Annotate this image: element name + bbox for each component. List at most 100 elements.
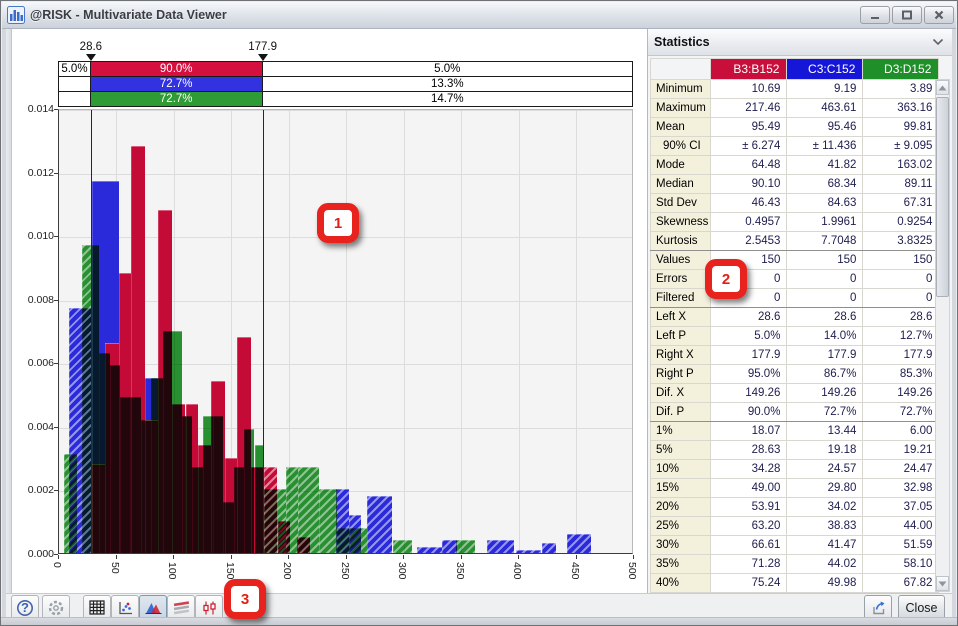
stat-value-col1: 217.46 [710, 98, 788, 118]
column-header-B3:B152[interactable]: B3:B152 [710, 58, 788, 80]
stat-value-col2: 68.34 [786, 174, 864, 194]
svg-text:?: ? [21, 600, 29, 615]
title-bar[interactable]: @RISK - Multivariate Data Viewer [2, 2, 956, 29]
splitter-strip[interactable] [6, 29, 12, 593]
stat-value-col1: 46.43 [710, 193, 788, 213]
window-frame [1, 617, 957, 625]
stats-row-25%: 25% 63.20 38.83 44.00 [649, 516, 940, 536]
stat-value-col2: 41.82 [786, 155, 864, 175]
y-tick-label: 0.004 [27, 420, 54, 433]
x-tick-label: 0 [51, 562, 63, 568]
stats-corner-cell [649, 58, 712, 80]
stat-value-col3: 85.3% [862, 364, 940, 384]
stats-row-Kurtosis: Kurtosis 2.5453 7.7048 3.8325 [649, 231, 940, 251]
x-tick-mark [58, 555, 59, 559]
stat-value-col2: 28.6 [786, 307, 864, 327]
band-left-cell-1: 5.0% [58, 61, 91, 77]
statistics-header-dropdown[interactable]: Statistics [648, 29, 952, 56]
column-header-D3:D152[interactable]: D3:D152 [862, 58, 940, 80]
gridline-horizontal [59, 427, 632, 429]
overlay-lines-view-button[interactable] [167, 595, 195, 620]
scroll-up-button[interactable] [936, 80, 949, 95]
export-arrow-icon [872, 601, 884, 614]
stat-value-col3: 72.7% [862, 402, 940, 422]
stat-value-col2: 14.0% [786, 326, 864, 346]
left-delimiter-handle[interactable] [85, 54, 96, 61]
stat-label: Minimum [649, 79, 712, 99]
help-button[interactable]: ? [11, 595, 39, 620]
stats-row-Mean: Mean 95.49 95.46 99.81 [649, 117, 940, 137]
stat-value-col2: ± 11.436 [786, 136, 864, 156]
stats-row-1%: 1% 18.07 13.44 6.00 [649, 421, 940, 441]
band-middle-cell-1: 90.0% [89, 61, 263, 77]
stat-value-col2: 150 [786, 250, 864, 270]
y-tick-label: 0.010 [27, 230, 54, 243]
scroll-down-button[interactable] [936, 576, 949, 591]
stat-value-col1: ± 6.274 [710, 136, 788, 156]
right-delimiter-handle[interactable] [257, 54, 268, 61]
left-delimiter-line[interactable] [91, 110, 93, 553]
x-tick-label: 300 [396, 562, 408, 580]
stat-value-col2: 1.9961 [786, 212, 864, 232]
stat-label: Maximum [649, 98, 712, 118]
maximize-button[interactable] [892, 6, 922, 24]
histogram-bar-C3:C152 [416, 546, 442, 553]
stat-label: Median [649, 174, 712, 194]
gridline-vertical [403, 110, 405, 553]
stat-label: 30% [649, 535, 712, 555]
stats-scrollbar[interactable] [935, 79, 950, 592]
stat-value-col2: 86.7% [786, 364, 864, 384]
stat-value-col2: 49.98 [786, 573, 864, 593]
scrollbar-thumb[interactable] [936, 97, 949, 297]
stat-label: Dif. X [649, 383, 712, 403]
histogram-bar-C3:C152 [367, 495, 393, 553]
gear-icon [48, 600, 64, 615]
stat-label: Mode [649, 155, 712, 175]
stat-value-col1: 71.28 [710, 554, 788, 574]
close-dialog-button[interactable]: Close [898, 595, 945, 620]
close-window-button[interactable] [924, 6, 954, 24]
histogram-bar-D3:D152 [213, 416, 224, 553]
x-tick-mark [460, 555, 462, 559]
y-tick-label: 0.008 [27, 293, 54, 306]
minimize-button[interactable] [860, 6, 890, 24]
stat-label: 1% [649, 421, 712, 441]
stat-value-col1: 49.00 [710, 478, 788, 498]
x-tick-mark [115, 555, 117, 559]
scatter-plot-view-button[interactable] [111, 595, 139, 620]
stat-value-col3: 24.47 [862, 459, 940, 479]
probability-bands: 5.0% 90.0% 5.0% 72.7% 13.3% 72.7% 14.7% [58, 61, 633, 109]
stat-label: Left P [649, 326, 712, 346]
maximize-icon [902, 10, 912, 20]
arrow-up-icon [938, 85, 947, 90]
stats-row-Values: Values 150 150 150 [649, 250, 940, 270]
x-tick-label: 50 [108, 562, 121, 574]
gridline-horizontal [59, 173, 632, 175]
x-tick-mark [633, 555, 634, 559]
gridline-vertical [518, 110, 520, 553]
right-delimiter-line[interactable] [263, 110, 265, 553]
plot-area [58, 109, 633, 554]
stat-label: Errors [649, 269, 712, 289]
histogram-bar-D3:D152 [349, 527, 368, 553]
y-tick-mark [54, 490, 58, 492]
stat-value-col2: 7.7048 [786, 231, 864, 251]
stat-value-col3: 99.81 [862, 117, 940, 137]
stat-label: Right P [649, 364, 712, 384]
histogram-bar-D3:D152 [91, 244, 100, 553]
column-header-C3:C152[interactable]: C3:C152 [786, 58, 864, 80]
stat-label: 40% [649, 573, 712, 593]
stat-label: 25% [649, 516, 712, 536]
box-plot-view-button[interactable] [195, 595, 223, 620]
stat-value-col2: 34.02 [786, 497, 864, 517]
stat-value-col1: 28.6 [710, 307, 788, 327]
y-tick-label: 0.014 [27, 103, 54, 115]
histogram-bar-C3:C152 [567, 533, 592, 553]
histogram-bar-D3:D152 [140, 419, 151, 553]
histogram-bar-D3:D152 [119, 397, 131, 553]
stat-value-col1: 75.24 [710, 573, 788, 593]
stat-value-col1: 34.28 [710, 459, 788, 479]
stat-value-col3: 6.00 [862, 421, 940, 441]
help-icon: ? [17, 600, 33, 616]
